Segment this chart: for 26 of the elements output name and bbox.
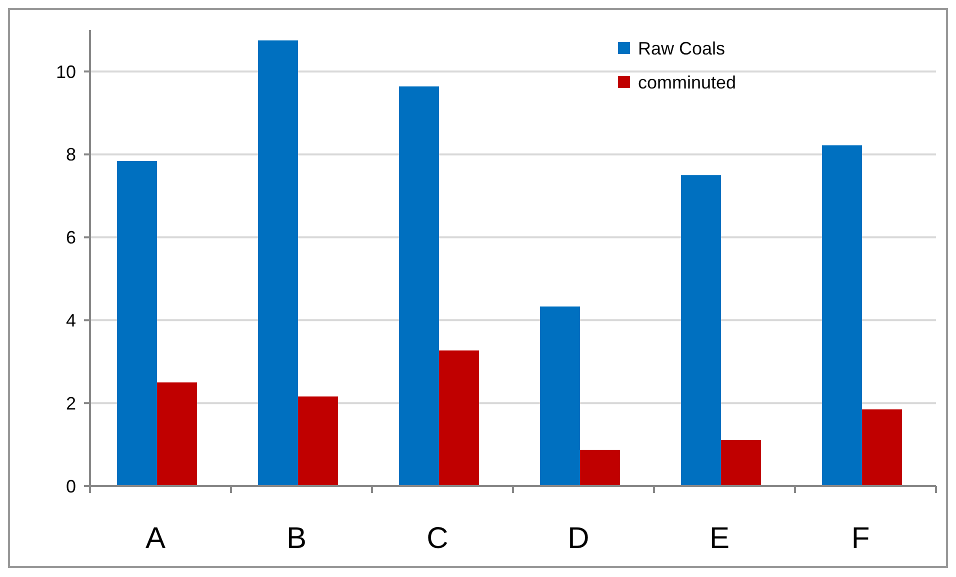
y-tick-label: 10 bbox=[56, 62, 76, 82]
bar bbox=[862, 409, 902, 486]
legend-label: comminuted bbox=[638, 72, 736, 92]
bar bbox=[117, 160, 157, 486]
y-tick-label: 2 bbox=[66, 393, 76, 414]
y-tick-label: 4 bbox=[66, 310, 76, 330]
x-tick-label: E bbox=[709, 522, 730, 555]
bar bbox=[298, 396, 338, 486]
bar bbox=[681, 175, 721, 486]
bar bbox=[399, 86, 439, 486]
x-tick-label: C bbox=[426, 522, 448, 555]
bar bbox=[721, 440, 761, 486]
bar bbox=[822, 145, 862, 486]
bar bbox=[580, 450, 620, 486]
x-tick-label: D bbox=[568, 522, 590, 555]
x-tick-label: F bbox=[851, 522, 870, 555]
x-tick-label: A bbox=[145, 522, 166, 555]
x-tick-label: B bbox=[286, 522, 307, 555]
y-tick-label: 0 bbox=[66, 476, 76, 496]
y-tick-label: 6 bbox=[66, 228, 76, 248]
legend-label: Raw Coals bbox=[638, 38, 726, 58]
bar bbox=[258, 40, 298, 486]
bar bbox=[439, 350, 479, 486]
bar bbox=[540, 306, 580, 486]
y-tick-label: 8 bbox=[66, 144, 76, 165]
bar bbox=[157, 382, 197, 486]
